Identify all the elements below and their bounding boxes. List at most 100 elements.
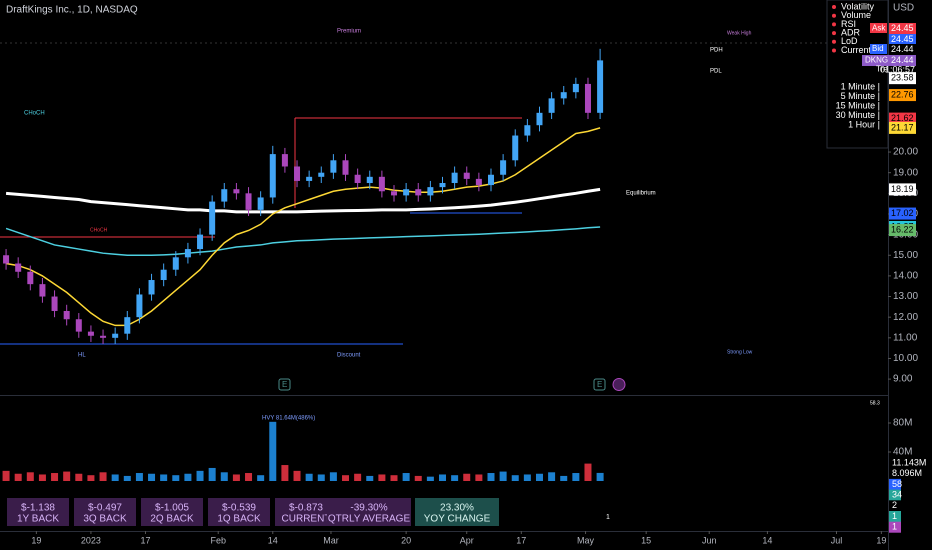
ask: 24.45	[891, 23, 914, 33]
candle-body	[463, 172, 470, 179]
symbol: DKNG	[865, 56, 888, 65]
price-label: 18.19	[891, 184, 914, 194]
candle-body	[269, 154, 276, 198]
stat-label: QTRLY AVERAGE	[328, 514, 411, 525]
volume-bar	[402, 473, 410, 481]
candle-body	[500, 160, 507, 175]
candle-body	[221, 189, 228, 202]
hl-label: HL	[78, 353, 86, 359]
candle-body	[378, 176, 385, 192]
x-tick-label: 17	[516, 535, 526, 545]
candle-body	[451, 172, 458, 184]
candle-body	[391, 191, 398, 196]
sub-label: 1	[892, 511, 897, 521]
indicator-dot	[832, 5, 836, 9]
volume-bar	[75, 473, 83, 481]
x-tick-label: Mar	[323, 535, 339, 545]
candle-body	[318, 172, 325, 177]
equilibrium-label: Equilibrium	[626, 191, 656, 197]
volume-bar	[99, 472, 107, 481]
indicator-dot	[832, 39, 836, 44]
stat-label: CURRENT	[282, 514, 331, 525]
candle-body	[27, 271, 34, 285]
price-label: 21.17	[891, 122, 914, 132]
x-tick-label: Feb	[210, 535, 226, 545]
timeframe: 5 Minute |	[841, 91, 880, 101]
volume-bar	[329, 472, 337, 481]
x-tick-label: Jul	[831, 535, 843, 545]
volume-bar	[87, 475, 95, 481]
candle-body	[342, 160, 349, 175]
plot	[2, 48, 604, 481]
sub-label-box	[889, 500, 901, 512]
svg-text:E: E	[282, 380, 287, 389]
candle-body	[184, 249, 191, 258]
candle-body	[439, 183, 446, 188]
ask-label: Ask	[872, 24, 886, 33]
sub-label-box	[889, 489, 901, 501]
indicator-dot	[832, 13, 836, 18]
candle-body	[172, 257, 179, 270]
pdl-label: PDL	[710, 69, 722, 75]
volume-bar	[487, 473, 495, 481]
volume-bar	[220, 472, 228, 481]
candle-body	[51, 296, 58, 311]
y-tick-label: 15.00	[893, 250, 918, 261]
sub-label-box	[889, 511, 901, 522]
volume-bar	[196, 470, 204, 481]
sub-label: 11.143M	[892, 457, 926, 467]
candle-body	[148, 280, 155, 295]
candle-body	[487, 174, 494, 186]
candle-body	[584, 83, 591, 113]
candle-body	[281, 154, 288, 167]
candle-body	[415, 189, 422, 196]
last: 24.45	[891, 34, 914, 44]
stat-box	[415, 498, 499, 526]
volume-bar	[111, 474, 119, 481]
volume-bar	[293, 470, 301, 481]
moving-average	[5, 127, 601, 327]
volume-spike-label: HVY 81.64M(486%)	[262, 416, 315, 422]
dividend-icon[interactable]	[612, 378, 626, 391]
indicator-name: Current	[841, 45, 872, 55]
volume-bar	[390, 475, 398, 481]
volume-bar	[439, 474, 446, 481]
candle-body	[548, 98, 555, 113]
y-tick-label: 20.00	[893, 147, 918, 158]
candle-body	[3, 255, 10, 264]
bid-label: Bid	[872, 44, 884, 53]
x-tick-label: 14	[268, 535, 278, 545]
price-label-box	[889, 89, 916, 102]
volume-bar	[232, 474, 240, 481]
countdown: 01:06:57	[880, 64, 915, 74]
indicator-name: LoD	[841, 36, 858, 46]
candle-body	[75, 319, 82, 332]
candle-body	[597, 60, 604, 113]
volume-bar	[463, 473, 471, 481]
y-tick-label: 19.00	[893, 167, 918, 178]
volume-bar	[451, 475, 459, 481]
sub-label: 58	[892, 479, 902, 489]
sub-label: 34	[892, 489, 902, 499]
candle-body	[403, 189, 410, 196]
price-label: 22.76	[891, 89, 914, 99]
volume-bar	[51, 473, 59, 481]
earnings-icon[interactable]: E	[278, 378, 291, 391]
volume-bar	[378, 474, 386, 481]
candle-body	[475, 178, 482, 186]
candle-body	[306, 176, 313, 181]
volume-bar	[584, 463, 592, 481]
candle-body	[572, 83, 579, 93]
trend: Tre	[876, 65, 888, 74]
candle-body	[524, 125, 531, 136]
earnings-icon[interactable]: E	[593, 378, 606, 391]
x-tick-label: Apr	[460, 535, 474, 545]
y-tick-label: 11.00	[893, 332, 918, 343]
indicator-name: ADR	[841, 27, 861, 37]
currency: USD	[893, 3, 914, 14]
volume-bar	[148, 473, 156, 481]
volume-bar	[572, 473, 580, 481]
volume-bar	[475, 474, 483, 481]
